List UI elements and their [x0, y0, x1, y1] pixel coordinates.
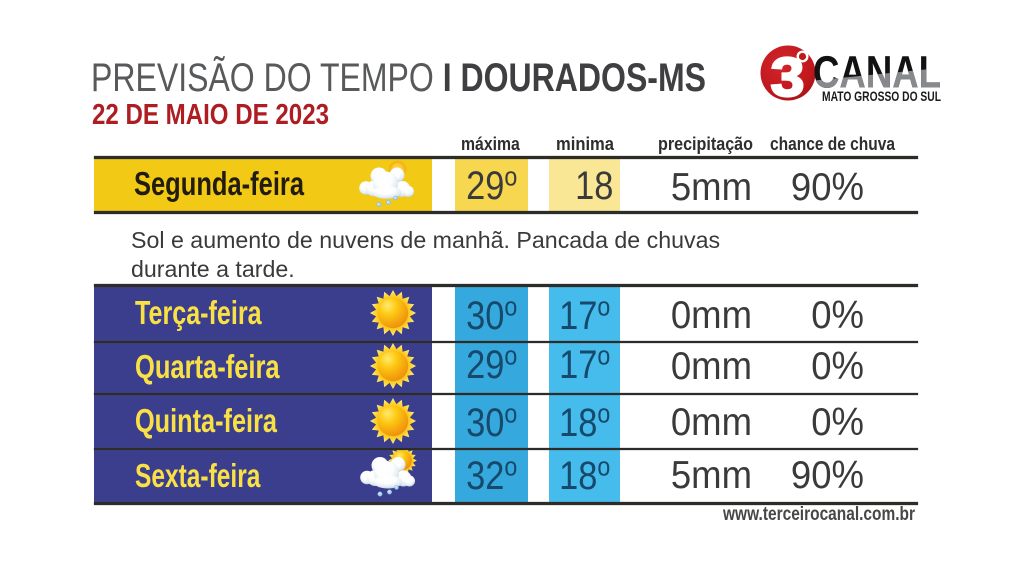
- svg-text:CANAL: CANAL: [813, 47, 941, 98]
- svg-text:MATO GROSSO DO SUL: MATO GROSSO DO SUL: [822, 88, 941, 104]
- svg-text:3: 3: [771, 46, 805, 108]
